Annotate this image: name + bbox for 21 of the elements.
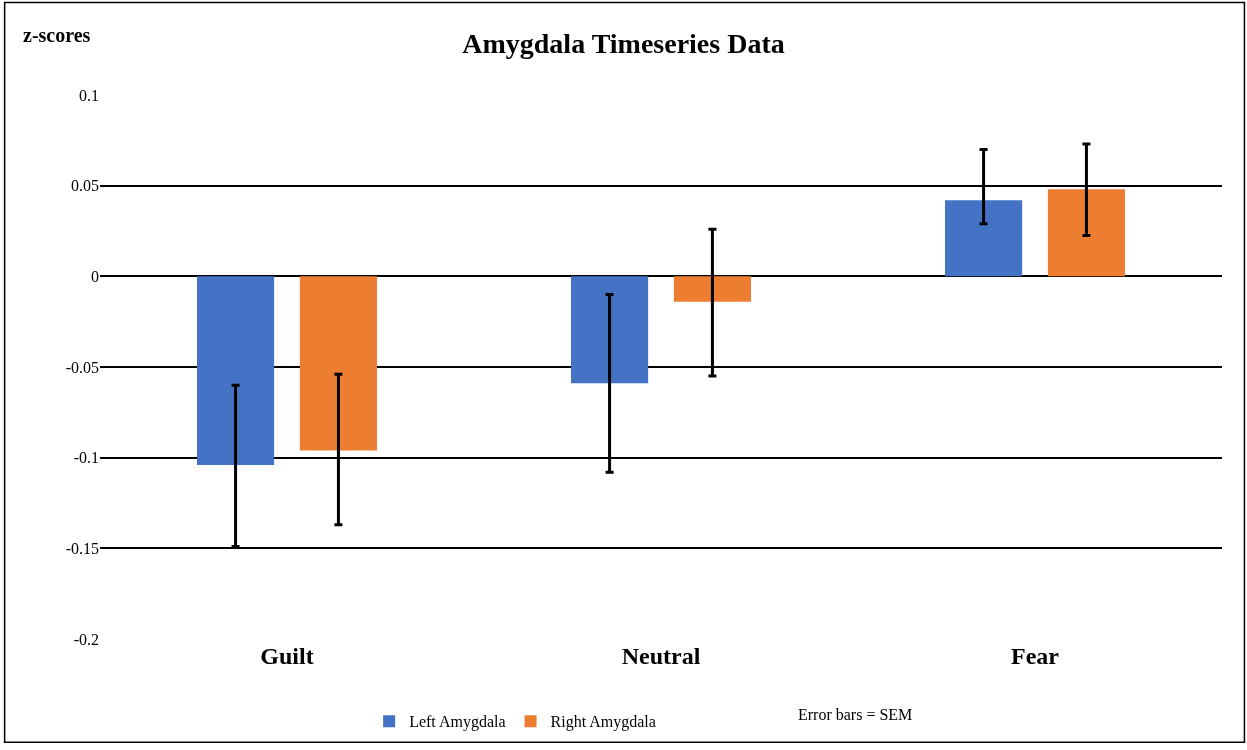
- y-tick-label: 0: [91, 267, 99, 285]
- text: Error bars = SEM: [798, 706, 913, 723]
- chart-title: Amygdala Timeseries Data: [462, 28, 785, 60]
- bar: [1047, 189, 1125, 277]
- y-axis-title: z-scores: [23, 24, 91, 46]
- bar: [673, 276, 751, 302]
- bar: [197, 276, 275, 465]
- y-tick-label: 0.05: [71, 177, 99, 195]
- bar: [945, 200, 1023, 277]
- x-tick-label: Neutral: [621, 643, 701, 669]
- y-tick-label: -0.1: [73, 449, 99, 467]
- y-tick-label: -0.15: [65, 539, 99, 557]
- y-tick-label: 0.1: [79, 86, 99, 104]
- x-tick-label: Guilt: [260, 643, 314, 669]
- y-tick-label: -0.2: [73, 630, 99, 648]
- x-tick-label: Fear: [1011, 643, 1060, 669]
- legend-label: Right Amygdala: [550, 713, 656, 732]
- bar: [571, 276, 649, 384]
- y-tick-label: -0.05: [65, 358, 99, 376]
- bar: [299, 276, 377, 451]
- legend-label: Left Amygdala: [409, 713, 506, 732]
